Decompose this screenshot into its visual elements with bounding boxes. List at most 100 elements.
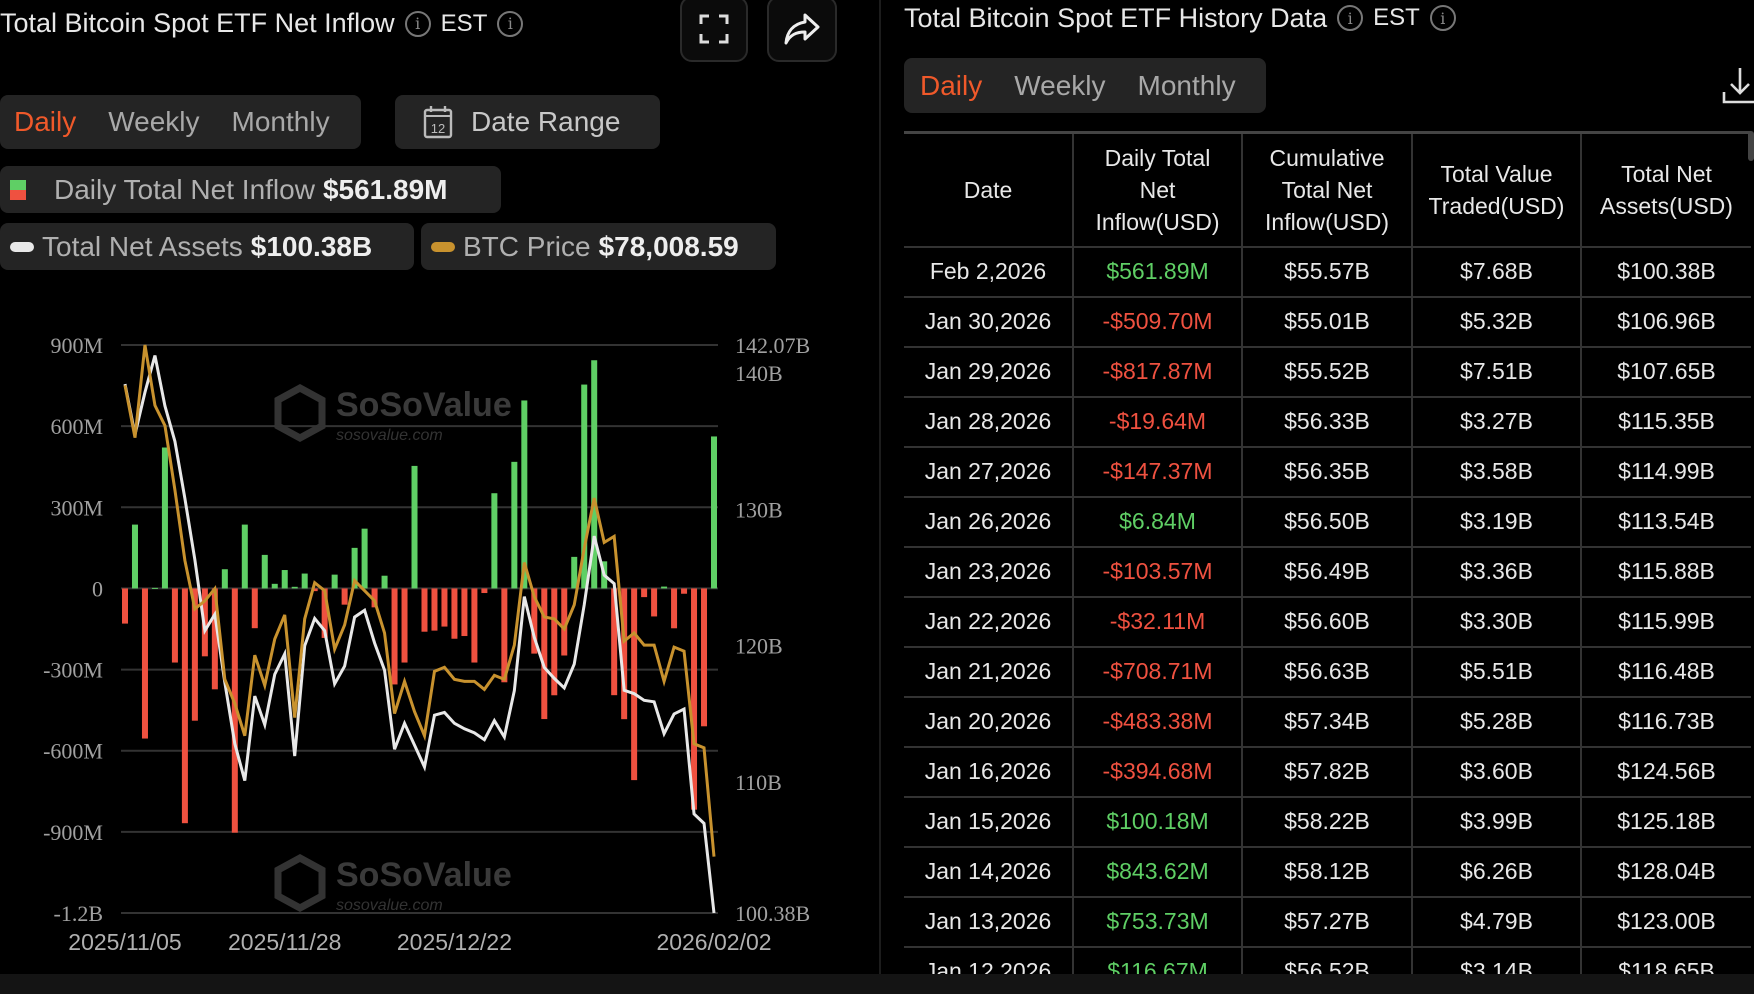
btc-price-line[interactable] — [123, 344, 716, 857]
inflow-bar[interactable] — [591, 360, 598, 589]
inflow-bar[interactable] — [571, 556, 578, 589]
legend-value: $100.38B — [250, 230, 373, 262]
inflow-bar[interactable] — [551, 588, 558, 696]
inflow-bar[interactable] — [511, 461, 518, 589]
inflow-bar[interactable] — [521, 400, 528, 589]
table-row[interactable]: Feb 2,2026 $561.89M $55.57B $7.68B $100.38B — [904, 245, 1751, 298]
table-row[interactable]: Jan 16,2026 -$394.68M $57.82B $3.60B $124.56… — [904, 745, 1751, 798]
legend-btc-price[interactable]: BTC Price $78,008.59 — [421, 223, 776, 270]
table-row[interactable]: Jan 27,2026 -$147.37M $56.35B $3.58B $114.99… — [904, 445, 1751, 498]
tab-monthly[interactable]: Monthly — [231, 106, 330, 137]
inflow-bar[interactable] — [581, 384, 588, 589]
net-inflow-chart[interactable]: SoSoValue sosovalue.com SoSoValue sosovalue… — [0, 0, 880, 994]
date-range-button[interactable]: 12 Date Range — [395, 95, 660, 149]
inflow-bar[interactable] — [431, 588, 438, 631]
inflow-bar[interactable] — [621, 588, 628, 720]
table-row[interactable]: Jan 12,2026 $116.67M $56.52B $3.14B $118.65B — [904, 945, 1751, 974]
table-row[interactable]: Jan 13,2026 $753.73M $57.27B $4.79B $123.00B — [904, 895, 1751, 948]
table-row[interactable]: Jan 21,2026 -$708.71M $56.63B $5.51B $116.48… — [904, 645, 1751, 698]
inflow-bar[interactable] — [531, 588, 538, 654]
inflow-bar[interactable] — [461, 588, 468, 637]
inflow-bar[interactable] — [191, 588, 198, 721]
inflow-bar[interactable] — [561, 588, 568, 656]
inflow-bar[interactable] — [351, 547, 358, 589]
table-row[interactable]: Jan 22,2026 -$32.11M $56.60B $3.30B $115.99B — [904, 595, 1751, 648]
inflow-bar[interactable] — [161, 447, 168, 589]
inflow-bar[interactable] — [691, 588, 698, 810]
inflow-bar[interactable] — [711, 436, 717, 589]
inflow-bar[interactable] — [221, 569, 228, 589]
inflow-bar[interactable] — [681, 588, 688, 594]
inflow-bar[interactable] — [141, 588, 148, 739]
tab-daily[interactable]: Daily — [920, 69, 983, 101]
table-scrollbar[interactable] — [1748, 131, 1754, 161]
inflow-bar[interactable] — [361, 528, 368, 589]
inflow-bar[interactable] — [271, 583, 278, 589]
inflow-bar[interactable] — [541, 588, 548, 720]
history-table-container[interactable]: Date Daily Total Net Inflow(USD) Cumulativ… — [904, 131, 1751, 974]
legend-net-assets[interactable]: Total Net Assets $100.38B — [0, 223, 414, 270]
inflow-bar[interactable] — [411, 465, 418, 589]
inflow-bar[interactable] — [151, 587, 158, 589]
inflow-bar[interactable] — [291, 586, 298, 589]
inflow-bar[interactable] — [251, 588, 258, 629]
inflow-bar[interactable] — [451, 588, 458, 639]
inflow-bar[interactable] — [261, 554, 268, 589]
table-row[interactable]: Jan 23,2026 -$103.57M $56.49B $3.36B $115.88… — [904, 545, 1751, 598]
inflow-bar[interactable] — [401, 588, 408, 663]
inflow-bar[interactable] — [481, 588, 488, 594]
tab-daily[interactable]: Daily — [14, 106, 77, 137]
legend-daily-inflow[interactable]: Daily Total Net Inflow $561.89M — [0, 166, 501, 213]
inflow-bar[interactable] — [331, 574, 338, 589]
inflow-bar[interactable] — [471, 588, 478, 663]
inflow-bar[interactable] — [281, 570, 288, 589]
inflow-bar[interactable] — [211, 588, 218, 690]
inflow-bar[interactable] — [391, 588, 398, 685]
info-icon[interactable]: i — [497, 10, 524, 37]
inflow-bar[interactable] — [122, 588, 128, 624]
tab-weekly[interactable]: Weekly — [1014, 69, 1106, 101]
table-row[interactable]: Jan 20,2026 -$483.38M $57.34B $5.28B $116.73… — [904, 695, 1751, 748]
info-icon[interactable]: i — [1429, 5, 1456, 31]
left-axis-tick: 0 — [92, 576, 103, 601]
inflow-bar[interactable] — [301, 573, 308, 589]
inflow-bar[interactable] — [171, 588, 178, 663]
net-assets-cell: $123.00B — [1580, 895, 1751, 948]
inflow-bar[interactable] — [641, 588, 648, 598]
inflow-bar[interactable] — [231, 588, 238, 833]
inflow-bar[interactable] — [421, 588, 428, 632]
share-button[interactable] — [767, 0, 837, 62]
inflow-bar[interactable] — [371, 588, 378, 608]
value-traded-cell: $7.51B — [1411, 345, 1582, 398]
tab-weekly[interactable]: Weekly — [108, 106, 200, 137]
inflow-bar[interactable] — [181, 588, 188, 824]
info-icon[interactable]: i — [404, 10, 431, 37]
inflow-bar[interactable] — [631, 588, 638, 781]
table-row[interactable]: Jan 30,2026 -$509.70M $55.01B $5.32B $106.96… — [904, 295, 1751, 348]
inflow-bar[interactable] — [661, 586, 668, 589]
table-row[interactable]: Jan 26,2026 $6.84M $56.50B $3.19B $113.54B — [904, 495, 1751, 548]
date-cell: Jan 22,2026 — [904, 595, 1074, 648]
inflow-bar[interactable] — [501, 588, 508, 683]
info-icon[interactable]: i — [1337, 5, 1364, 31]
table-row[interactable]: Jan 29,2026 -$817.87M $55.52B $7.51B $107.65… — [904, 345, 1751, 398]
inflow-bar[interactable] — [311, 588, 318, 592]
download-icon[interactable] — [1722, 66, 1754, 104]
inflow-bar[interactable] — [701, 588, 708, 727]
table-row[interactable]: Jan 15,2026 $100.18M $58.22B $3.99B $125.18B — [904, 795, 1751, 848]
table-row[interactable]: Jan 14,2026 $843.62M $58.12B $6.26B $128.04B — [904, 845, 1751, 898]
inflow-bar[interactable] — [671, 588, 678, 629]
inflow-bar[interactable] — [321, 588, 328, 638]
fullscreen-button[interactable] — [680, 0, 748, 62]
tab-monthly[interactable]: Monthly — [1137, 69, 1236, 101]
table-row[interactable]: Jan 28,2026 -$19.64M $56.33B $3.27B $115.35B — [904, 395, 1751, 448]
legend-label: Total Net Assets — [42, 230, 243, 262]
inflow-bar[interactable] — [651, 588, 658, 617]
inflow-bar[interactable] — [381, 575, 388, 589]
inflow-bar[interactable] — [441, 588, 448, 627]
inflow-bar[interactable] — [241, 524, 248, 589]
inflow-bar[interactable] — [491, 493, 498, 589]
inflow-bar[interactable] — [131, 524, 138, 589]
inflow-bar[interactable] — [341, 588, 348, 605]
inflow-bar[interactable] — [611, 588, 618, 696]
